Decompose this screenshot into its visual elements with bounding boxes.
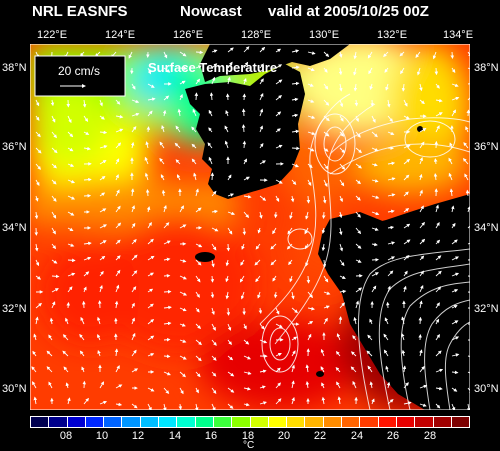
colorbar-tick: 20: [269, 430, 299, 442]
colorbar-cell: [251, 417, 269, 427]
current-vector-arrow: [292, 148, 299, 149]
lat-label: 38°N: [474, 62, 499, 74]
current-vector-arrow: [308, 196, 309, 203]
current-vector-arrow: [244, 142, 245, 149]
lon-label: 134°E: [438, 29, 478, 41]
colorbar-cell: [342, 417, 360, 427]
lat-label: 36°N: [2, 141, 27, 153]
colorbar-cell: [86, 417, 104, 427]
valid-time: valid at 2005/10/25 00Z: [268, 3, 429, 20]
lat-label: 30°N: [2, 383, 27, 395]
colorbar-cell: [141, 417, 159, 427]
colorbar-cell: [104, 417, 122, 427]
colorbar-tick: 16: [196, 430, 226, 442]
current-vector-arrow: [164, 356, 170, 357]
current-vector-arrow: [196, 93, 197, 100]
colorbar-cell: [196, 417, 214, 427]
colorbar-tick: 14: [160, 430, 190, 442]
colorbar-unit: °C: [243, 440, 254, 451]
colorbar-cell: [434, 417, 452, 427]
colorbar-tick: 08: [51, 430, 81, 442]
current-vector-arrow: [244, 94, 245, 100]
lat-label: 36°N: [474, 141, 499, 153]
current-vector-arrow: [324, 212, 325, 218]
lat-label: 34°N: [474, 222, 499, 234]
reference-vector-box: 20 cm/s: [35, 56, 125, 96]
colorbar-cell: [31, 417, 49, 427]
lat-label: 32°N: [474, 303, 499, 315]
lon-label: 126°E: [168, 29, 208, 41]
lat-label: 30°N: [474, 383, 499, 395]
current-vector-arrow: [308, 276, 309, 283]
field-label: Surface Temperature: [148, 60, 277, 75]
lat-label: 32°N: [2, 303, 27, 315]
current-vector-arrow: [244, 228, 245, 234]
lon-label: 128°E: [236, 29, 276, 41]
lon-label: 122°E: [32, 29, 72, 41]
current-vector-arrow: [147, 190, 148, 196]
colorbar-cell: [159, 417, 177, 427]
colorbar-cell: [415, 417, 433, 427]
current-vector-arrow: [68, 260, 75, 261]
colorbar-cell: [68, 417, 86, 427]
current-vector-arrow: [420, 318, 421, 324]
current-vector-arrow: [244, 109, 245, 116]
colorbar-cell: [177, 417, 195, 427]
current-vector-arrow: [212, 276, 213, 282]
current-vector-arrow: [212, 173, 213, 180]
colorbar-cell: [397, 417, 415, 427]
current-vector-arrow: [243, 125, 244, 132]
current-vector-arrow: [164, 340, 170, 341]
colorbar-tick: 28: [415, 430, 445, 442]
current-vector-arrow: [228, 308, 229, 315]
colorbar-cell: [49, 417, 67, 427]
current-vector-arrow: [228, 94, 229, 100]
colorbar-cell: [269, 417, 287, 427]
lat-label: 34°N: [2, 222, 27, 234]
lon-label: 132°E: [372, 29, 412, 41]
colorbar-cell: [379, 417, 397, 427]
model-title: NRL EASNFS: [32, 3, 128, 20]
colorbar-cell: [452, 417, 469, 427]
colorbar-tick: 26: [378, 430, 408, 442]
product-title: Nowcast: [180, 3, 242, 20]
reference-vector-label: 20 cm/s: [58, 64, 100, 78]
lon-label: 124°E: [100, 29, 140, 41]
current-vector-arrow: [452, 52, 453, 58]
lon-label: 130°E: [304, 29, 344, 41]
colorbar-cell: [122, 417, 140, 427]
current-vector-arrow: [228, 244, 229, 251]
colorbar: [30, 416, 470, 428]
lat-label: 38°N: [2, 62, 27, 74]
colorbar-cell: [305, 417, 323, 427]
current-vector-arrow: [68, 303, 69, 308]
current-vector-arrow: [436, 68, 437, 74]
small-island: [316, 371, 324, 377]
colorbar-cell: [324, 417, 342, 427]
current-vector-arrow: [52, 276, 59, 277]
colorbar-cell: [287, 417, 305, 427]
sst-map: 20 cm/s Surface Temperature: [30, 44, 470, 410]
colorbar-tick: 22: [305, 430, 335, 442]
current-vector-arrow: [196, 52, 202, 53]
colorbar-tick: 24: [342, 430, 372, 442]
colorbar-cell: [232, 417, 250, 427]
current-vector-arrow: [276, 212, 277, 217]
current-vector-arrow: [468, 110, 469, 116]
colorbar-tick: 12: [123, 430, 153, 442]
colorbar-cell: [360, 417, 378, 427]
colorbar-cell: [214, 417, 232, 427]
colorbar-tick: 10: [87, 430, 117, 442]
current-vector-arrow: [148, 127, 149, 132]
current-vector-arrow: [84, 179, 91, 180]
